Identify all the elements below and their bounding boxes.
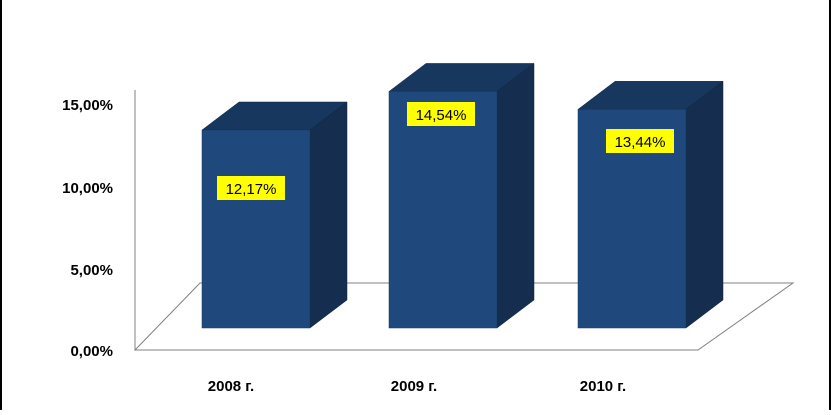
y-tick-label: 5,00%	[70, 262, 113, 279]
bars: 12,17% 14,54% 13,44%	[201, 62, 724, 329]
x-tick-label: 2010 г.	[580, 378, 626, 395]
bar-front-face	[201, 129, 311, 329]
y-tick-label: 15,00%	[62, 97, 113, 114]
bar-front-face	[388, 91, 498, 329]
data-label-box	[217, 176, 285, 200]
x-tick-label: 2009 г.	[391, 378, 437, 395]
data-label: 14,54%	[416, 107, 467, 124]
y-tick-label: 10,00%	[62, 180, 113, 197]
bar-side-face	[496, 62, 535, 329]
data-label: 12,17%	[226, 181, 277, 198]
bar-side-face	[309, 101, 348, 329]
bar-2: 13,44%	[577, 80, 724, 329]
x-tick-label: 2008 г.	[208, 378, 254, 395]
y-tick-label: 0,00%	[70, 343, 113, 360]
bar-1: 14,54%	[388, 62, 535, 329]
bar-0: 12,17%	[201, 101, 348, 329]
data-label: 13,44%	[615, 134, 666, 151]
x-axis: 2008 г. 2009 г. 2010 г.	[208, 378, 626, 395]
y-axis: 0,00% 5,00% 10,00% 15,00%	[62, 90, 136, 360]
data-label-box	[407, 102, 475, 126]
data-label-box	[606, 129, 674, 153]
bar-side-face	[685, 80, 724, 329]
